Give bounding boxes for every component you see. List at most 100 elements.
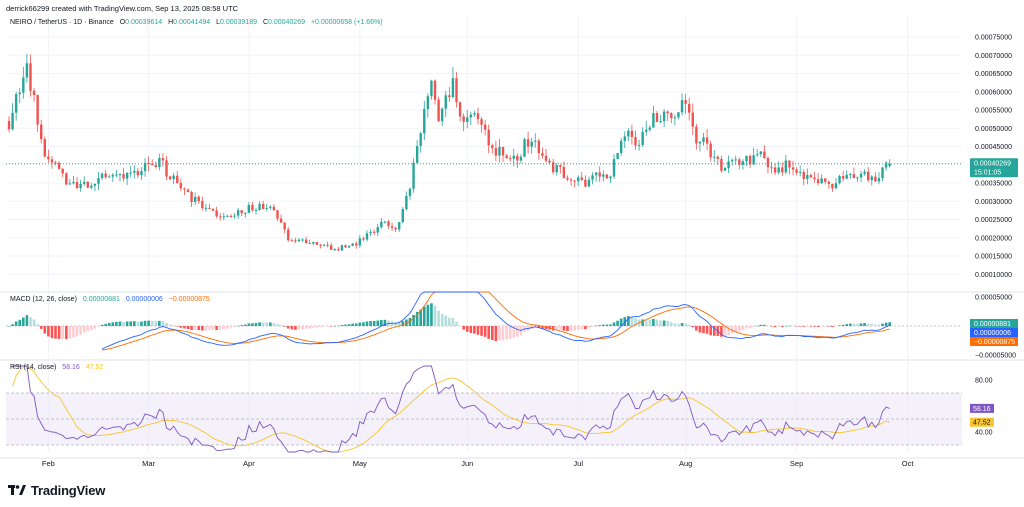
price-tick-label: 0.00010000 bbox=[975, 272, 1012, 279]
candle-body bbox=[337, 249, 340, 251]
candle-body bbox=[501, 146, 505, 156]
candle-body bbox=[269, 206, 272, 208]
macd-hist-bar bbox=[204, 326, 208, 331]
macd-hist-bar bbox=[566, 326, 569, 331]
price-tick-label: 0.00045000 bbox=[975, 144, 1012, 151]
candle-body bbox=[806, 175, 809, 179]
candle-body bbox=[390, 226, 394, 228]
macd-hist-bar bbox=[741, 326, 745, 331]
macd-hist-bar bbox=[634, 318, 637, 326]
macd-hist-bar bbox=[115, 321, 118, 326]
macd-hist-bar bbox=[462, 326, 465, 330]
macd-hist-bar bbox=[265, 322, 269, 326]
macd-hist-bar bbox=[791, 325, 795, 327]
macd-hist-bar bbox=[802, 326, 806, 327]
tradingview-logo[interactable]: TradingView bbox=[8, 483, 105, 498]
candle-body bbox=[491, 145, 494, 149]
candle-body bbox=[831, 183, 834, 189]
candle-body bbox=[526, 139, 530, 147]
macd-hist-bar bbox=[226, 326, 229, 329]
candle-body bbox=[290, 240, 294, 242]
rsi-pane[interactable] bbox=[12, 365, 890, 453]
time-axis[interactable]: Feb Mar Apr May Jun Jul Aug Sep Oct bbox=[0, 457, 1024, 468]
candle-body bbox=[140, 171, 143, 176]
candle-body bbox=[25, 63, 29, 78]
macd-hist-bar bbox=[86, 326, 90, 332]
macd-hist-bar bbox=[888, 322, 891, 326]
candle-body bbox=[312, 242, 315, 244]
candle-body bbox=[358, 238, 362, 246]
rsi-tick-label: 80.00 bbox=[975, 378, 993, 385]
candle-body bbox=[680, 100, 684, 113]
macd-hist-bar bbox=[154, 321, 158, 326]
candle-body bbox=[36, 95, 39, 125]
candle-body bbox=[784, 160, 788, 173]
candle-body bbox=[258, 203, 261, 210]
macd-hist-bar bbox=[537, 326, 541, 329]
symbol-name[interactable]: NEIRO / TetherUS · 1D · Binance bbox=[10, 19, 114, 26]
price-tick-label: 0.00025000 bbox=[975, 217, 1012, 224]
macd-pane[interactable] bbox=[6, 291, 962, 351]
candle-body bbox=[759, 151, 762, 155]
candle-body bbox=[652, 113, 655, 128]
price-tick-label: 0.00060000 bbox=[975, 89, 1012, 96]
candle-body bbox=[261, 203, 265, 209]
candle-body bbox=[151, 163, 154, 166]
candle-body bbox=[125, 172, 129, 179]
macd-hist-bar bbox=[777, 326, 780, 327]
candle-body bbox=[645, 129, 648, 132]
macd-hist-bar bbox=[261, 322, 265, 326]
rsi-tick-label: 40.00 bbox=[975, 430, 993, 437]
macd-hist-bar bbox=[100, 324, 104, 326]
macd-tick-label: −0.00005000 bbox=[975, 353, 1016, 360]
candle-body bbox=[569, 179, 573, 181]
candle-body bbox=[748, 156, 752, 165]
macd-hist-bar bbox=[354, 323, 358, 326]
candle-body bbox=[541, 153, 544, 156]
macd-hist-bar bbox=[820, 326, 823, 327]
macd-hist-bar bbox=[279, 325, 283, 326]
macd-hist-bar bbox=[838, 325, 841, 326]
macd-hist-bar bbox=[64, 326, 68, 340]
candle-body bbox=[65, 173, 68, 185]
macd-hist-bar bbox=[458, 325, 462, 327]
candle-body bbox=[372, 231, 376, 233]
macd-hist-bar bbox=[562, 326, 566, 331]
candle-body bbox=[165, 160, 168, 177]
macd-hist-bar bbox=[412, 314, 415, 326]
candle-body bbox=[695, 126, 698, 144]
grid bbox=[0, 14, 1024, 459]
candle-body bbox=[340, 245, 344, 251]
candle-body bbox=[577, 177, 580, 182]
candle-body bbox=[369, 231, 372, 234]
macd-hist-bar bbox=[362, 322, 365, 326]
macd-hist-bar bbox=[544, 326, 548, 330]
candle-body bbox=[54, 162, 57, 164]
candle-body bbox=[684, 100, 687, 104]
candle-body bbox=[304, 239, 308, 244]
macd-hist-bar bbox=[827, 326, 831, 327]
macd-hist-bar bbox=[358, 322, 362, 326]
macd-hist-bar bbox=[415, 311, 419, 326]
macd-hist-bar bbox=[476, 326, 480, 335]
candle-body bbox=[702, 137, 705, 142]
candle-body bbox=[476, 113, 480, 120]
candle-body bbox=[734, 159, 737, 161]
macd-label: MACD (12, 26, close) bbox=[10, 296, 77, 303]
macd-hist-bar bbox=[601, 324, 605, 326]
candle-body bbox=[226, 215, 229, 217]
macd-hist-bar bbox=[841, 324, 845, 326]
price-axis[interactable]: 0.00075000 0.00070000 0.00065000 0.00060000… bbox=[970, 35, 1018, 437]
macd-hist-bar bbox=[11, 324, 14, 326]
time-tick-label: Jul bbox=[573, 459, 583, 468]
candle-body bbox=[534, 140, 537, 142]
candle-body bbox=[104, 173, 107, 178]
macd-hist-bar bbox=[397, 322, 401, 326]
candle-body bbox=[32, 90, 36, 96]
time-tick-label: Mar bbox=[142, 459, 155, 468]
macd-hist-bar bbox=[798, 326, 802, 327]
macd-hist-bar bbox=[580, 326, 584, 330]
price-candles[interactable] bbox=[7, 54, 891, 252]
macd-hist-bar bbox=[165, 323, 168, 326]
